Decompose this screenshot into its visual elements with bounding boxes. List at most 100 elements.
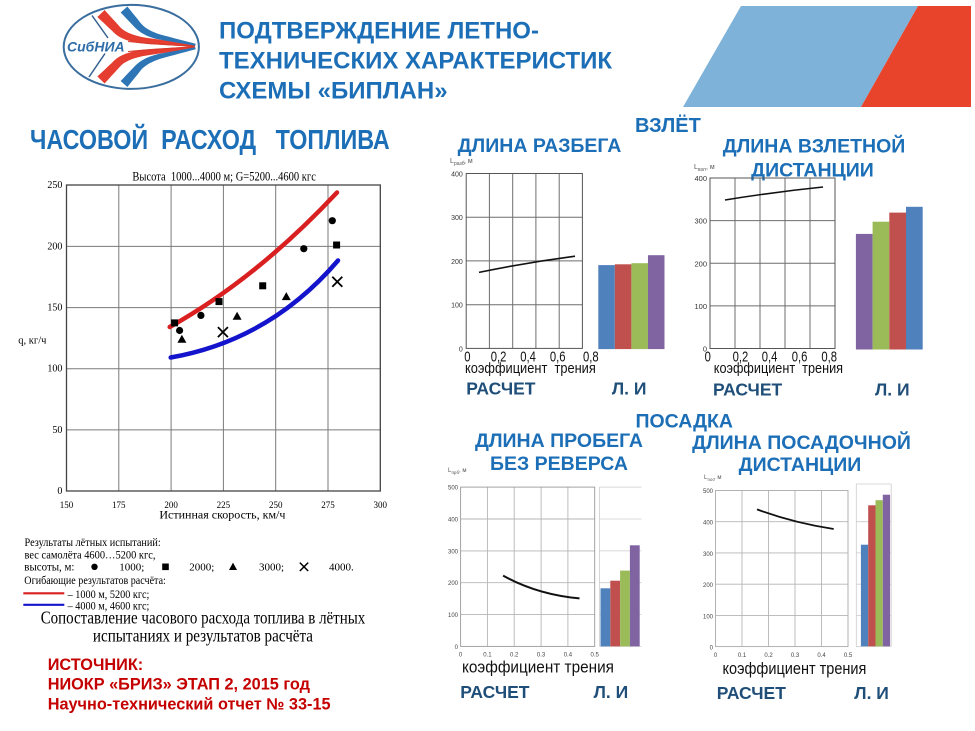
svg-text:500: 500: [703, 489, 714, 495]
svg-text:100: 100: [703, 614, 714, 620]
svg-text:0.1: 0.1: [738, 653, 747, 659]
svg-text:Результаты лётных испытаний:: Результаты лётных испытаний:: [25, 537, 161, 550]
svg-text:150: 150: [60, 500, 74, 510]
svg-text:200: 200: [451, 259, 463, 266]
svg-text:РАСЧЕТ: РАСЧЕТ: [460, 682, 530, 702]
svg-text:0: 0: [464, 348, 470, 365]
svg-text:ДЛИНА ПРОБЕГА: ДЛИНА ПРОБЕГА: [475, 430, 643, 452]
svg-text:0,6: 0,6: [550, 348, 566, 365]
svg-text:300: 300: [451, 215, 463, 222]
svg-text:0,2: 0,2: [491, 348, 507, 365]
svg-text:ДИСТАНЦИИ: ДИСТАНЦИИ: [739, 454, 862, 476]
svg-text:пос: пос: [708, 477, 716, 482]
svg-text:0,8: 0,8: [821, 348, 837, 365]
svg-text:ДЛИНА РАЗБЕГА: ДЛИНА РАЗБЕГА: [458, 135, 622, 157]
svg-text:0,4: 0,4: [520, 348, 536, 365]
svg-text:СибНИА: СибНИА: [67, 39, 125, 55]
svg-text:500: 500: [448, 486, 459, 492]
svg-text:ЧАСОВОЙ РАСХОД ТОПЛИВА: ЧАСОВОЙ РАСХОД ТОПЛИВА: [30, 123, 390, 156]
svg-text:РАСЧЕТ: РАСЧЕТ: [717, 683, 787, 703]
svg-text:СХЕМЫ «БИПЛАН»: СХЕМЫ «БИПЛАН»: [219, 78, 448, 105]
svg-text:Л. И: Л. И: [854, 683, 889, 703]
svg-text:200: 200: [448, 581, 459, 587]
svg-text:400: 400: [448, 518, 459, 524]
svg-text:3000;: 3000;: [259, 562, 284, 574]
svg-text:, м: , м: [459, 468, 466, 474]
svg-text:, м: , м: [706, 164, 715, 171]
svg-text:Л. И: Л. И: [594, 682, 629, 702]
svg-text:, м: , м: [464, 158, 473, 165]
svg-text:2000;: 2000;: [189, 562, 214, 574]
svg-text:0.2: 0.2: [510, 653, 519, 659]
svg-text:150: 150: [47, 303, 62, 314]
svg-text:, м: , м: [714, 475, 721, 481]
svg-text:L: L: [704, 475, 708, 481]
svg-text:испытаниях и результатов расчё: испытаниях и результатов расчёта: [93, 625, 314, 646]
svg-text:коэффициент трения: коэффициент трения: [714, 360, 843, 376]
svg-text:– 4000 м, 4600 кгс;: – 4000 м, 4600 кгс;: [67, 600, 150, 613]
svg-text:коэффициент трения: коэффициент трения: [462, 658, 614, 677]
svg-text:0,4: 0,4: [762, 348, 778, 365]
svg-text:0.5: 0.5: [591, 653, 600, 659]
svg-text:0: 0: [459, 346, 463, 353]
svg-text:РАСЧЕТ: РАСЧЕТ: [713, 380, 783, 400]
svg-text:0: 0: [455, 645, 459, 651]
svg-text:50: 50: [52, 425, 62, 436]
svg-text:275: 275: [321, 500, 335, 510]
svg-text:400: 400: [451, 172, 463, 179]
svg-text:0: 0: [705, 348, 711, 365]
svg-text:– 1000 м, 5200 кгс;: – 1000 м, 5200 кгс;: [67, 588, 150, 601]
svg-text:0,6: 0,6: [792, 348, 808, 365]
svg-text:0: 0: [703, 345, 707, 354]
svg-text:взл: взл: [698, 167, 706, 173]
svg-text:0: 0: [57, 486, 62, 497]
svg-text:200: 200: [164, 500, 178, 510]
svg-text:ПОДТВЕРЖДЕНИЕ ЛЕТНО-: ПОДТВЕРЖДЕНИЕ ЛЕТНО-: [219, 18, 539, 45]
svg-text:Л. И: Л. И: [875, 380, 910, 400]
svg-text:L: L: [450, 158, 454, 165]
svg-text:ДИСТАНЦИИ: ДИСТАНЦИИ: [751, 159, 874, 181]
svg-text:300: 300: [374, 500, 388, 510]
svg-text:100: 100: [47, 364, 62, 375]
svg-text:250: 250: [47, 180, 62, 191]
svg-text:300: 300: [448, 549, 459, 555]
svg-text:200: 200: [47, 241, 62, 252]
svg-text:Истинная скорость, км/ч: Истинная скорость, км/ч: [159, 508, 285, 522]
svg-text:Л. И: Л. И: [612, 379, 647, 399]
svg-text:ДЛИНА ВЗЛЕТНОЙ: ДЛИНА ВЗЛЕТНОЙ: [723, 134, 906, 158]
svg-text:0.4: 0.4: [817, 653, 826, 659]
svg-text:L: L: [448, 468, 452, 474]
svg-text:0.3: 0.3: [791, 653, 800, 659]
svg-text:высоты, м:: высоты, м:: [24, 561, 74, 573]
svg-text:L: L: [694, 164, 698, 171]
svg-text:разб: разб: [454, 161, 465, 167]
svg-text:175: 175: [112, 500, 126, 510]
svg-text:q, кг/ч: q, кг/ч: [18, 336, 47, 347]
svg-text:0.1: 0.1: [483, 653, 492, 659]
svg-text:100: 100: [448, 613, 459, 619]
svg-text:200: 200: [694, 259, 707, 268]
svg-text:300: 300: [703, 552, 714, 558]
svg-text:300: 300: [694, 217, 707, 226]
svg-text:вес самолёта 4600…5200 кгс,: вес самолёта 4600…5200 кгс,: [25, 549, 156, 562]
svg-text:Научно-технический отчет № 33-: Научно-технический отчет № 33-15: [48, 696, 331, 714]
svg-text:0,8: 0,8: [583, 348, 599, 365]
svg-text:0.5: 0.5: [844, 653, 853, 659]
svg-text:Сопоставление часового расхода: Сопоставление часового расхода топлива в…: [41, 607, 366, 628]
svg-text:100: 100: [694, 302, 707, 311]
svg-text:0,2: 0,2: [733, 348, 749, 365]
svg-text:400: 400: [703, 521, 714, 527]
svg-text:0: 0: [459, 653, 463, 659]
svg-text:250: 250: [269, 500, 283, 510]
svg-text:ТЕХНИЧЕСКИХ ХАРАКТЕРИСТИК: ТЕХНИЧЕСКИХ ХАРАКТЕРИСТИК: [219, 48, 612, 75]
svg-text:ИСТОЧНИК:: ИСТОЧНИК:: [48, 656, 144, 674]
svg-text:БЕЗ РЕВЕРСА: БЕЗ РЕВЕРСА: [490, 453, 628, 475]
svg-text:ВЗЛЁТ: ВЗЛЁТ: [635, 114, 701, 137]
svg-text:4000.: 4000.: [329, 562, 354, 574]
svg-text:400: 400: [694, 174, 707, 183]
svg-text:0.3: 0.3: [537, 653, 546, 659]
svg-text:РАСЧЕТ: РАСЧЕТ: [466, 379, 536, 399]
svg-text:0.4: 0.4: [564, 653, 573, 659]
svg-text:225: 225: [217, 500, 231, 510]
svg-text:100: 100: [451, 303, 463, 310]
